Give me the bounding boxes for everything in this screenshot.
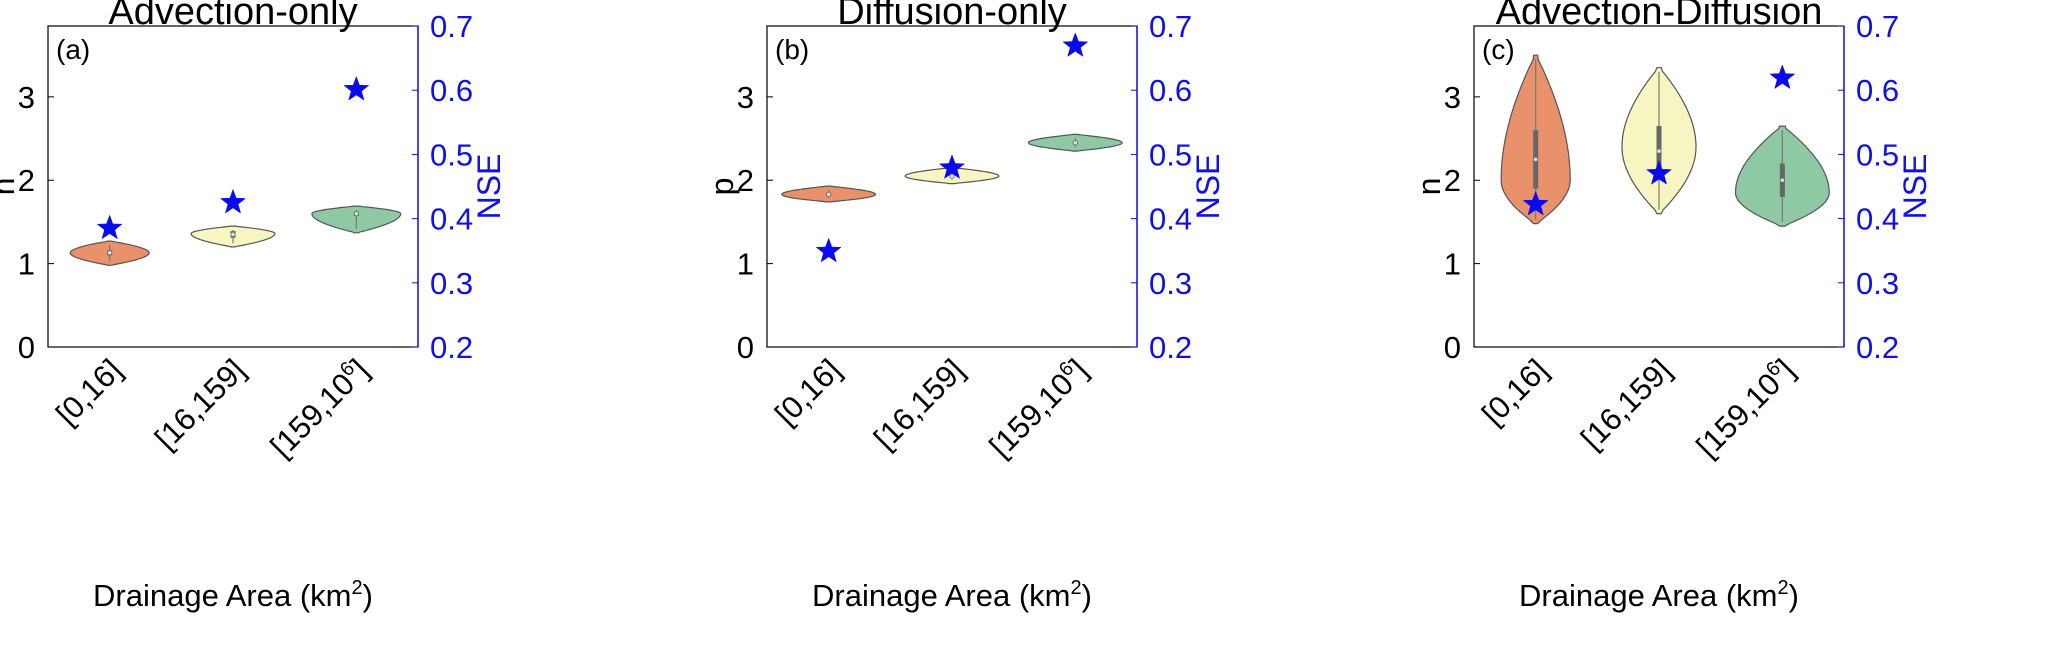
- x-axis-label-superscript: 2: [352, 577, 363, 599]
- right-axis-label: NSE: [471, 154, 507, 220]
- chart-panel-2: Diffusion-only (b) 0 1 2 3 p 0.2 0.3 0.4 0.5 0.6 0.7…: [704, 0, 1226, 613]
- violin-median: [1533, 156, 1539, 162]
- left-tick-label: 1: [18, 247, 35, 282]
- violin-median: [353, 211, 359, 217]
- x-tick-label: [16,159]: [148, 352, 252, 456]
- nse-star-marker: [815, 237, 842, 263]
- x-tick-label: [16,159]: [867, 352, 971, 456]
- x-axis-label-text: Drainage Area (km: [1519, 578, 1777, 613]
- left-tick-label: 0: [737, 330, 754, 365]
- x-tick-text: [0,16]: [1475, 352, 1555, 432]
- right-tick-label: 0.7: [1149, 9, 1192, 44]
- right-tick-label: 0.2: [1149, 330, 1192, 365]
- left-tick-label: 0: [1444, 330, 1461, 365]
- x-tick-text: [0,16]: [768, 352, 848, 432]
- x-tick-text: [0,16]: [49, 352, 129, 432]
- x-axis-label-superscript: 2: [1778, 577, 1789, 599]
- x-axis-label-end: ): [1082, 578, 1092, 613]
- left-tick-label: 2: [18, 163, 35, 198]
- x-tick-text: [159,10: [982, 366, 1080, 464]
- left-tick-label: 3: [1444, 80, 1461, 115]
- left-tick-label: 2: [1444, 163, 1461, 198]
- left-tick-label: 1: [1444, 247, 1461, 282]
- left-axis-label: n: [1411, 178, 1447, 196]
- nse-star-marker: [343, 75, 370, 101]
- right-axis-label: NSE: [1190, 154, 1226, 220]
- x-tick-label: [159,106]: [982, 351, 1095, 464]
- chart-title: Advection-Diffusion: [1496, 0, 1823, 33]
- left-axis-label: p: [704, 178, 740, 196]
- panel-label: (c): [1482, 34, 1515, 65]
- x-axis-label-text: Drainage Area (km: [812, 578, 1070, 613]
- x-axis-label: Drainage Area (km2): [93, 577, 373, 613]
- nse-star-marker: [938, 154, 966, 179]
- nse-star-marker: [1769, 64, 1796, 90]
- x-tick-label: [0,16]: [49, 352, 129, 432]
- right-tick-label: 0.5: [1149, 137, 1192, 172]
- right-tick-label: 0.4: [1856, 202, 1899, 237]
- violin-median: [826, 191, 832, 197]
- right-tick-label: 0.6: [430, 73, 473, 108]
- nse-star-marker: [1522, 190, 1549, 216]
- x-tick-label: [159,106]: [1689, 351, 1802, 464]
- violin-median: [1656, 148, 1662, 154]
- violin-median: [230, 231, 236, 237]
- right-tick-label: 0.5: [430, 137, 473, 172]
- left-tick-label: 3: [737, 80, 754, 115]
- x-tick-text: [16,159]: [1574, 352, 1678, 456]
- x-axis-label-superscript: 2: [1071, 577, 1082, 599]
- x-axis-label-end: ): [1789, 578, 1799, 613]
- left-axis-label: n: [0, 178, 21, 196]
- right-axis-label: NSE: [1897, 154, 1933, 220]
- left-tick-label: 3: [18, 80, 35, 115]
- right-tick-label: 0.6: [1856, 73, 1899, 108]
- panel-label: (b): [775, 34, 809, 65]
- right-tick-label: 0.2: [1856, 330, 1899, 365]
- x-axis-label-text: Drainage Area (km: [93, 578, 351, 613]
- violin-median: [1072, 140, 1078, 146]
- x-axis-label-end: ): [363, 578, 373, 613]
- x-axis-label: Drainage Area (km2): [812, 577, 1092, 613]
- x-tick-text: [16,159]: [148, 352, 252, 456]
- x-tick-text: [159,10: [263, 366, 361, 464]
- right-tick-label: 0.3: [1149, 266, 1192, 301]
- chart-title: Diffusion-only: [837, 0, 1067, 33]
- right-tick-label: 0.7: [1856, 9, 1899, 44]
- nse-star-marker: [1062, 32, 1089, 57]
- right-tick-label: 0.4: [1149, 202, 1192, 237]
- x-tick-label: [0,16]: [1475, 352, 1555, 432]
- left-tick-label: 0: [18, 330, 35, 365]
- x-tick-text: [16,159]: [867, 352, 971, 456]
- panel-label: (a): [56, 34, 90, 65]
- x-tick-label: [159,106]: [263, 351, 376, 464]
- left-tick-label: 2: [737, 163, 754, 198]
- right-tick-label: 0.3: [430, 266, 473, 301]
- right-tick-label: 0.7: [430, 9, 473, 44]
- right-tick-label: 0.2: [430, 330, 473, 365]
- violin-median: [107, 250, 113, 256]
- chart-panel-3: Advection-Diffusion(c) 0 1 2 3 n 0.2 0.3 0.4 0.5 0…: [1411, 0, 1933, 613]
- plot-frame: [47, 25, 419, 348]
- chart-title: Advection-only: [108, 0, 357, 33]
- chart-panel-1: Advection-only (a) 0 1 2 3 n 0.2 0.3 0.4 0.5 0.6 0.7…: [0, 0, 507, 613]
- left-tick-label: 1: [737, 247, 754, 282]
- violin-median: [1779, 177, 1785, 183]
- right-tick-label: 0.5: [1856, 137, 1899, 172]
- nse-star-marker: [1645, 159, 1673, 185]
- violin-median: [949, 173, 955, 179]
- right-tick-label: 0.3: [1856, 266, 1899, 301]
- x-tick-text: [159,10: [1689, 366, 1787, 464]
- x-tick-label: [16,159]: [1574, 352, 1678, 456]
- nse-star-marker: [219, 188, 247, 214]
- right-tick-label: 0.4: [430, 202, 473, 237]
- nse-star-marker: [96, 214, 123, 240]
- right-tick-label: 0.6: [1149, 73, 1192, 108]
- x-tick-label: [0,16]: [768, 352, 848, 432]
- x-axis-label: Drainage Area (km2): [1519, 577, 1799, 613]
